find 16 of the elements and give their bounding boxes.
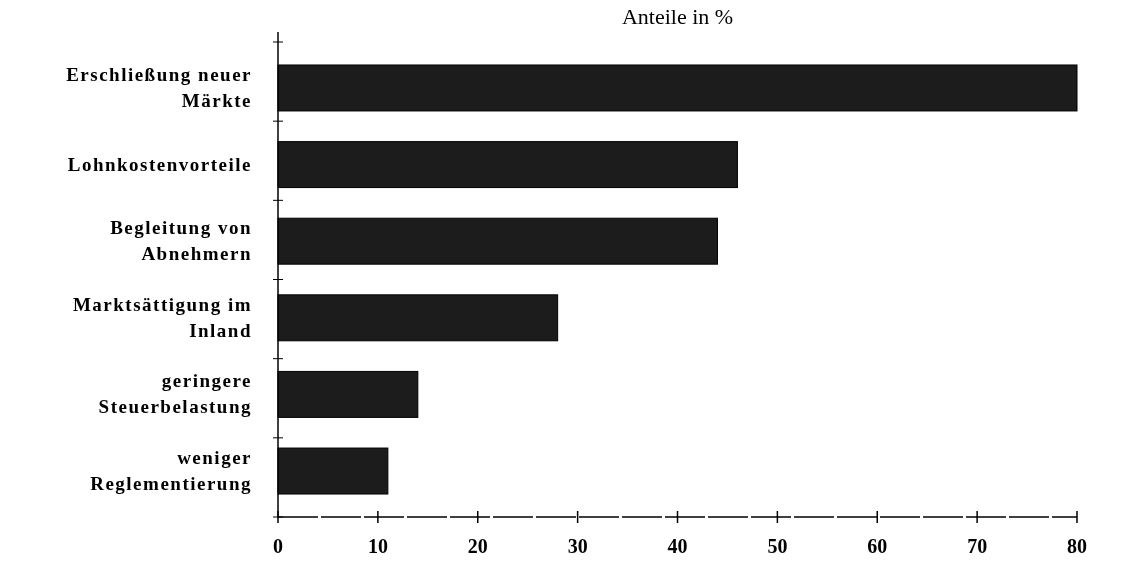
x-tick-label: 30 bbox=[567, 535, 588, 557]
x-tick-label: 40 bbox=[667, 535, 688, 557]
y-tick-label: Lohnkostenvorteile bbox=[67, 153, 252, 175]
x-tick-label: 80 bbox=[1067, 535, 1087, 557]
y-tick-label: weniger Reglementierung bbox=[90, 447, 252, 495]
x-tick-label: 70 bbox=[967, 535, 988, 557]
x-tick-label: 10 bbox=[367, 535, 388, 557]
x-tick-label: 50 bbox=[767, 535, 788, 557]
x-tick-label: 60 bbox=[867, 535, 888, 557]
y-tick-label: Marktsättigung im Inland bbox=[72, 293, 252, 341]
y-tick-label: geringere Steuerbelastung bbox=[98, 370, 252, 418]
x-tick-label: 0 bbox=[273, 535, 283, 557]
x-tick-label: 20 bbox=[467, 535, 488, 557]
y-tick-label: Begleitung von Abnehmern bbox=[110, 217, 252, 265]
chart-title: Anteile in % bbox=[621, 4, 734, 29]
y-tick-label: Erschließung neuer Märkte bbox=[66, 63, 252, 111]
